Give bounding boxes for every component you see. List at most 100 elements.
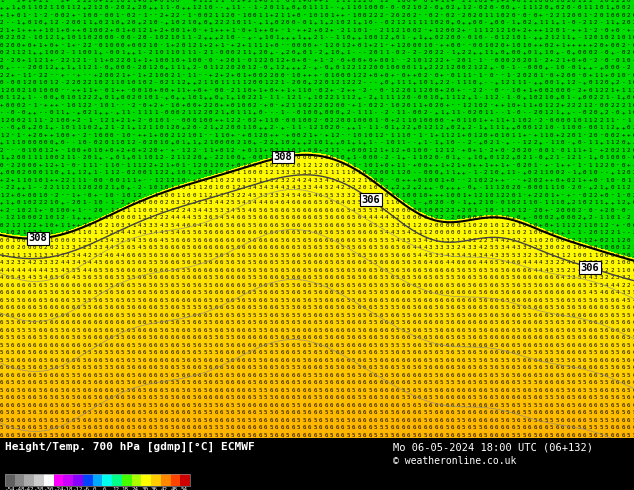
Text: 6: 6 bbox=[347, 305, 350, 310]
Text: 6: 6 bbox=[495, 283, 498, 288]
Text: 1: 1 bbox=[187, 35, 190, 40]
Text: 0: 0 bbox=[247, 88, 251, 93]
Text: +: + bbox=[627, 140, 630, 145]
Text: 0: 0 bbox=[528, 65, 531, 70]
Text: 6: 6 bbox=[434, 433, 438, 438]
Text: 2: 2 bbox=[429, 230, 432, 235]
Text: -: - bbox=[242, 35, 245, 40]
Text: +: + bbox=[77, 88, 81, 93]
Text: 0: 0 bbox=[302, 50, 306, 55]
Text: 1: 1 bbox=[88, 27, 91, 32]
Text: 2: 2 bbox=[533, 140, 537, 145]
Text: 6: 6 bbox=[479, 410, 482, 415]
Text: 6: 6 bbox=[407, 245, 410, 250]
Text: 6: 6 bbox=[341, 335, 344, 340]
Text: +: + bbox=[512, 0, 515, 2]
Text: +: + bbox=[302, 35, 306, 40]
Text: 1: 1 bbox=[561, 20, 564, 25]
Text: 6: 6 bbox=[165, 320, 169, 325]
Text: 6: 6 bbox=[385, 402, 389, 408]
Text: 3: 3 bbox=[616, 275, 619, 280]
Text: 5: 5 bbox=[171, 395, 174, 400]
Text: 1: 1 bbox=[401, 163, 405, 168]
Text: +: + bbox=[60, 27, 64, 32]
Text: 6: 6 bbox=[489, 275, 493, 280]
Text: 6: 6 bbox=[413, 313, 416, 318]
Text: 5: 5 bbox=[27, 327, 31, 333]
Text: 5: 5 bbox=[611, 395, 614, 400]
Text: 6: 6 bbox=[132, 313, 136, 318]
Text: +: + bbox=[55, 65, 58, 70]
Text: -30: -30 bbox=[44, 487, 55, 490]
Text: -: - bbox=[572, 193, 576, 197]
Text: 6: 6 bbox=[143, 372, 146, 377]
Text: 0: 0 bbox=[347, 73, 350, 77]
Text: 5: 5 bbox=[49, 283, 53, 288]
Text: 2: 2 bbox=[555, 207, 559, 213]
Text: 6: 6 bbox=[280, 320, 284, 325]
Text: 1: 1 bbox=[33, 155, 37, 160]
Text: 0: 0 bbox=[0, 80, 4, 85]
Text: 2: 2 bbox=[55, 20, 58, 25]
Text: 0: 0 bbox=[396, 50, 399, 55]
Text: 5: 5 bbox=[341, 320, 344, 325]
Text: 6: 6 bbox=[176, 343, 179, 347]
Text: -: - bbox=[226, 88, 229, 93]
Text: 6: 6 bbox=[391, 365, 394, 370]
Text: 6: 6 bbox=[407, 365, 410, 370]
Text: 0: 0 bbox=[588, 95, 592, 100]
Text: 1: 1 bbox=[105, 0, 108, 2]
Text: +: + bbox=[440, 73, 444, 77]
Text: 6: 6 bbox=[6, 425, 9, 430]
Text: 5: 5 bbox=[325, 193, 328, 197]
Text: 1: 1 bbox=[616, 238, 619, 243]
Text: 0: 0 bbox=[572, 207, 576, 213]
Text: 6: 6 bbox=[539, 275, 543, 280]
Text: -: - bbox=[588, 57, 592, 63]
Text: -: - bbox=[143, 193, 146, 197]
Text: 6: 6 bbox=[55, 320, 58, 325]
Text: +: + bbox=[171, 170, 174, 175]
Text: 6: 6 bbox=[578, 402, 581, 408]
Text: 5: 5 bbox=[55, 350, 58, 355]
Text: 2: 2 bbox=[82, 102, 86, 107]
Text: -: - bbox=[198, 27, 202, 32]
Text: 5: 5 bbox=[297, 402, 301, 408]
Text: 1: 1 bbox=[148, 185, 152, 190]
Text: 2: 2 bbox=[143, 27, 146, 32]
Text: 6: 6 bbox=[572, 327, 576, 333]
Text: 5: 5 bbox=[138, 313, 141, 318]
Text: 1: 1 bbox=[127, 80, 130, 85]
Text: 5: 5 bbox=[374, 238, 377, 243]
Text: 0: 0 bbox=[407, 65, 410, 70]
Text: 2: 2 bbox=[633, 170, 634, 175]
Text: 5: 5 bbox=[385, 275, 389, 280]
Text: 6: 6 bbox=[413, 410, 416, 415]
Text: 6: 6 bbox=[594, 358, 597, 363]
Text: 4: 4 bbox=[583, 275, 586, 280]
Text: +: + bbox=[11, 13, 15, 18]
Text: 5: 5 bbox=[269, 297, 273, 302]
Text: 5: 5 bbox=[132, 327, 136, 333]
Text: 2: 2 bbox=[302, 132, 306, 138]
Text: +: + bbox=[446, 163, 449, 168]
Text: 5: 5 bbox=[193, 343, 196, 347]
Text: 5: 5 bbox=[325, 335, 328, 340]
Text: 5: 5 bbox=[209, 343, 212, 347]
Text: 6: 6 bbox=[247, 372, 251, 377]
Text: 6: 6 bbox=[280, 230, 284, 235]
Text: 2: 2 bbox=[193, 200, 196, 205]
Text: 5: 5 bbox=[479, 275, 482, 280]
Text: 6: 6 bbox=[193, 275, 196, 280]
Text: 6: 6 bbox=[495, 297, 498, 302]
Text: +: + bbox=[578, 170, 581, 175]
Text: 6: 6 bbox=[292, 350, 295, 355]
Text: 1: 1 bbox=[335, 35, 339, 40]
Text: 2: 2 bbox=[391, 13, 394, 18]
Text: 6: 6 bbox=[473, 260, 477, 265]
Text: 6: 6 bbox=[82, 283, 86, 288]
Text: +: + bbox=[572, 50, 576, 55]
Text: 6: 6 bbox=[302, 425, 306, 430]
Text: 6: 6 bbox=[489, 320, 493, 325]
Text: 3: 3 bbox=[440, 245, 444, 250]
